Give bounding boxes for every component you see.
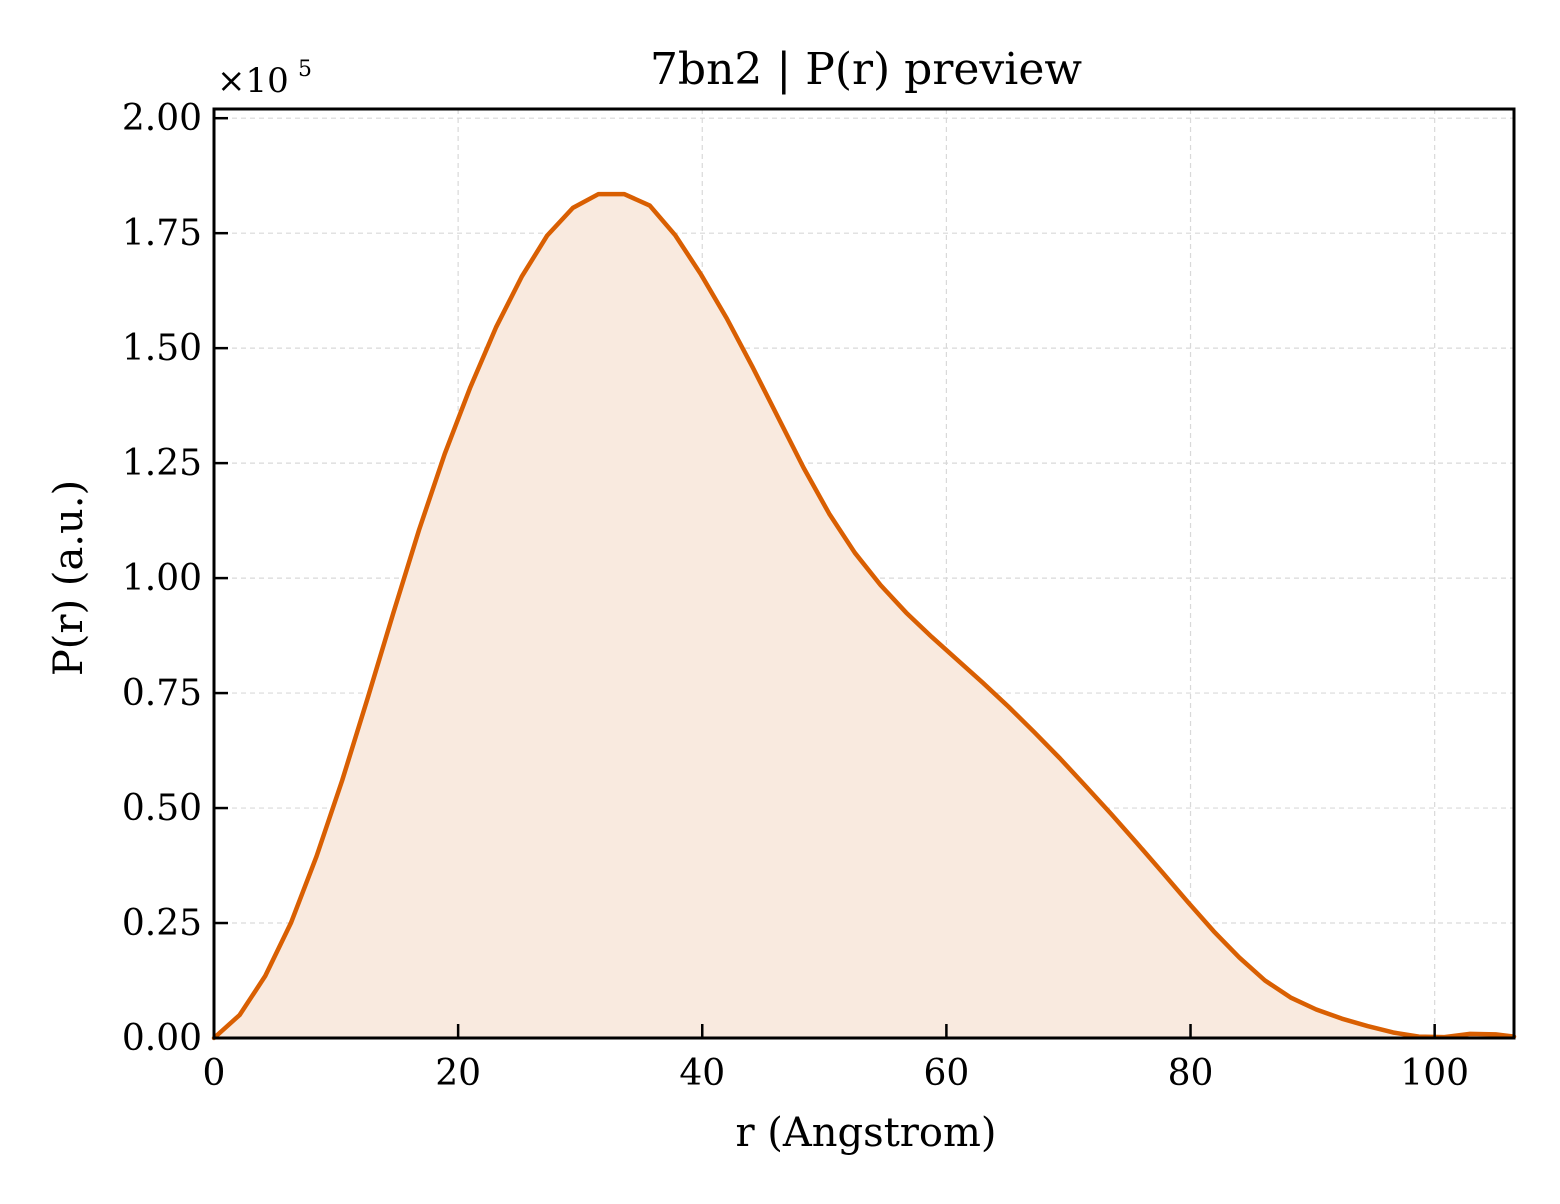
series-line <box>211 191 1517 1041</box>
x-tick-label: 0 <box>203 1053 226 1094</box>
x-tick-label: 20 <box>435 1053 481 1094</box>
x-tick-label: 60 <box>923 1053 969 1094</box>
y-tick-label: 0.75 <box>122 673 202 714</box>
series-area-fill <box>214 194 1514 1038</box>
x-axis-label: r (Angstrom) <box>735 1110 996 1156</box>
x-tick-label: 40 <box>679 1053 725 1094</box>
axes: 0 20 40 60 80 100 0.00 0.25 0.50 0.75 1.00 1.25 1.50… <box>122 98 1516 1094</box>
plot-area <box>211 191 1517 1041</box>
axes-frame <box>212 107 1516 1040</box>
x-tick-label: 80 <box>1168 1053 1214 1094</box>
y-axis-multiplier: ×10 5 <box>217 57 312 101</box>
x-tick-label: 100 <box>1400 1053 1469 1094</box>
y-tick-label: 0.00 <box>122 1018 202 1059</box>
y-tick-label: 0.50 <box>122 788 202 829</box>
y-tick-label: 1.50 <box>122 328 202 369</box>
y-tick-label: 1.75 <box>122 213 202 254</box>
y-multiplier-exponent: 5 <box>298 57 312 82</box>
chart-title: 7bn2 | P(r) preview <box>650 44 1082 95</box>
y-axis-label: P(r) (a.u.) <box>46 480 92 676</box>
y-multiplier-base: ×10 <box>217 61 289 101</box>
y-tick-label: 1.25 <box>122 443 202 484</box>
y-tick-label: 1.00 <box>122 558 202 599</box>
y-tick-label: 0.25 <box>122 903 202 944</box>
y-tick-label: 2.00 <box>122 98 202 139</box>
